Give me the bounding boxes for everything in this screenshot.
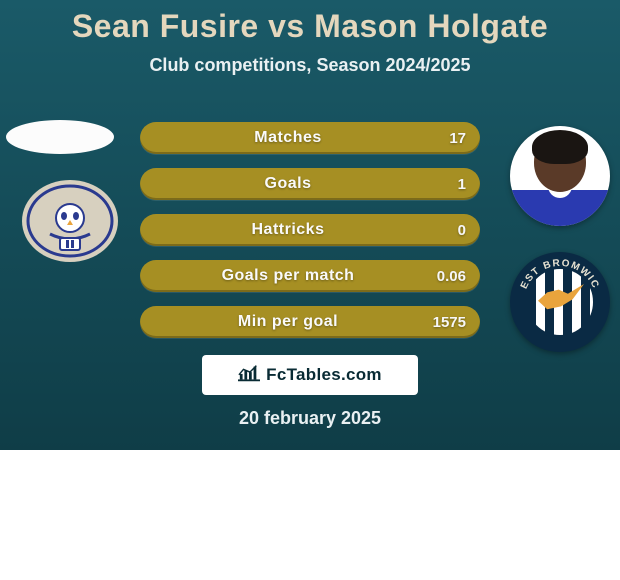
player-left-avatar-placeholder <box>6 120 114 154</box>
stat-value: 1 <box>422 176 466 193</box>
stat-row: Hattricks 0 <box>140 214 480 246</box>
subtitle: Club competitions, Season 2024/2025 <box>0 55 620 76</box>
stat-label: Matches <box>154 129 422 147</box>
stats-list: Matches 17 Goals 1 Hattricks 0 Goals per… <box>140 122 480 352</box>
stat-label: Min per goal <box>154 313 422 331</box>
brand-text: FcTables.com <box>266 365 382 385</box>
stat-label: Goals per match <box>154 267 422 285</box>
page-title: Sean Fusire vs Mason Holgate <box>0 0 620 45</box>
date-text: 20 february 2025 <box>0 408 620 429</box>
stat-row: Goals per match 0.06 <box>140 260 480 292</box>
comparison-card: Sean Fusire vs Mason Holgate Club compet… <box>0 0 620 450</box>
stat-label: Goals <box>154 175 422 193</box>
player-right-avatar <box>510 126 610 226</box>
brand-badge: FcTables.com <box>202 355 418 395</box>
stat-label: Hattricks <box>154 221 422 239</box>
stat-row: Min per goal 1575 <box>140 306 480 338</box>
stat-value: 17 <box>422 130 466 147</box>
stat-value: 0.06 <box>422 268 466 285</box>
stat-value: 1575 <box>422 314 466 331</box>
bar-chart-icon <box>238 364 260 387</box>
stat-row: Matches 17 <box>140 122 480 154</box>
stat-row: Goals 1 <box>140 168 480 200</box>
club-crest-right: EST BROMWIC ALBION <box>510 252 610 352</box>
stat-value: 0 <box>422 222 466 239</box>
club-crest-left <box>20 178 120 264</box>
